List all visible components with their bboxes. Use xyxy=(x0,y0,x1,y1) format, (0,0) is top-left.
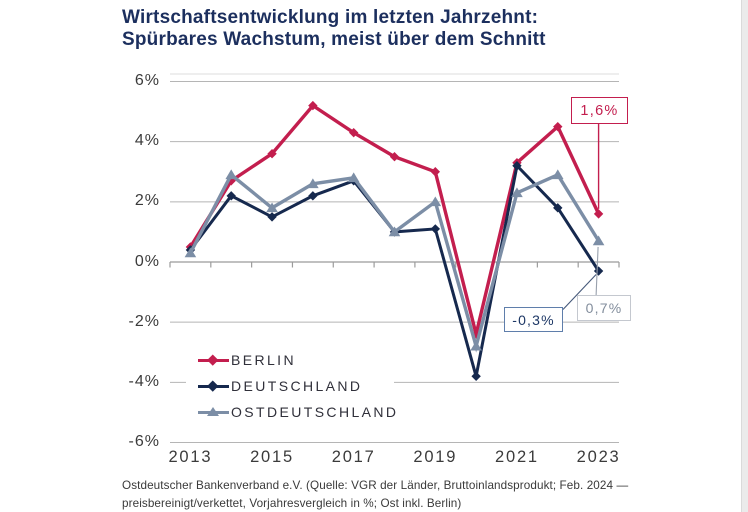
y-tick-label-4%: 4% xyxy=(134,132,160,150)
source-note-line1: Ostdeutscher Bankenverband e.V. (Quelle:… xyxy=(122,479,629,492)
y-tick-label--4%: -4% xyxy=(128,372,160,390)
ostdeutschland-line-marker-icon xyxy=(198,407,229,417)
chart-legend: BERLIN DEUTSCHLAND OSTDEUTSCHLAND xyxy=(186,344,396,428)
page-title-line2: Spürbares Wachstum, meist über dem Schni… xyxy=(122,28,546,50)
data-point-ostdeutschland-2019 xyxy=(429,196,442,207)
data-point-berlin-2023 xyxy=(593,209,604,219)
x-tick-label-2023: 2023 xyxy=(576,448,621,466)
y-tick-label-2%: 2% xyxy=(134,192,160,210)
data-point-berlin-2017 xyxy=(348,127,359,138)
data-point-berlin-2016 xyxy=(308,100,318,111)
data-point-berlin-2015 xyxy=(267,149,277,159)
x-tick-label-2013: 2013 xyxy=(168,448,213,466)
callout-ostdeutschland-value: 0,7% xyxy=(585,300,623,316)
callout-berlin-value: 1,6% xyxy=(580,102,619,119)
x-tick-label-2017: 2017 xyxy=(331,448,376,466)
page-title-line1: Wirtschaftsentwicklung im letzten Jahrze… xyxy=(122,7,539,28)
callout-berlin-2023: 1,6% xyxy=(571,97,628,124)
callout-ostdeutschland-2023: 0,7% xyxy=(577,295,631,321)
data-point-ostdeutschland-2015 xyxy=(266,202,278,213)
data-point-deutschland-2020 xyxy=(471,371,481,382)
x-tick-label-2019: 2019 xyxy=(413,448,458,466)
data-point-ostdeutschland-2013 xyxy=(184,247,197,258)
source-note-line2: preisbereinigt/verkettet, Vorjahresvergl… xyxy=(122,496,462,510)
legend-label-deutschland: DEUTSCHLAND xyxy=(231,378,363,394)
legend-item-ostdeutschland: OSTDEUTSCHLAND xyxy=(198,399,396,425)
callout-deutschland-value: -0,3% xyxy=(512,311,555,328)
data-point-ostdeutschland-2017 xyxy=(347,172,360,183)
y-tick-label-6%: 6% xyxy=(134,72,160,90)
data-point-deutschland-2023 xyxy=(593,266,604,276)
series-ostdeutschland xyxy=(184,169,605,353)
data-point-ostdeutschland-2023 xyxy=(592,235,605,246)
data-point-ostdeutschland-2018 xyxy=(388,226,401,237)
data-point-berlin-2019 xyxy=(430,167,441,177)
data-point-berlin-2018 xyxy=(389,152,400,162)
data-point-ostdeutschland-2022 xyxy=(551,169,564,180)
connector-deutschland xyxy=(562,274,597,310)
legend-label-ostdeutschland: OSTDEUTSCHLAND xyxy=(231,404,399,420)
x-tick-label-2021: 2021 xyxy=(495,448,539,466)
data-point-ostdeutschland-2020 xyxy=(470,340,482,351)
page-title: Wirtschaftsentwicklung im letzten Jahrze… xyxy=(122,7,546,50)
data-point-berlin-2022 xyxy=(553,121,563,132)
legend-label-berlin: BERLIN xyxy=(231,352,296,368)
deutschland-line-marker-icon xyxy=(198,380,229,392)
data-point-deutschland-2015 xyxy=(267,212,277,222)
connector-ostdeutschland xyxy=(595,246,599,296)
x-tick-label-2015: 2015 xyxy=(250,448,294,466)
callout-deutschland-2023: -0,3% xyxy=(504,307,563,332)
data-point-deutschland-2019 xyxy=(430,224,441,234)
legend-item-berlin: BERLIN xyxy=(198,347,394,373)
data-point-ostdeutschland-2021 xyxy=(511,187,523,198)
data-point-ostdeutschland-2014 xyxy=(225,169,238,180)
source-note: Ostdeutscher Bankenverband e.V. (Quelle:… xyxy=(122,477,628,512)
y-tick-label--6%: -6% xyxy=(128,432,160,450)
data-point-deutschland-2022 xyxy=(553,203,563,213)
series-berlin xyxy=(185,100,604,339)
y-tick-label-0%: 0% xyxy=(134,252,160,270)
window-edge xyxy=(741,0,748,512)
data-point-deutschland-2021 xyxy=(512,161,522,171)
data-point-deutschland-2014 xyxy=(226,191,236,201)
data-point-deutschland-2016 xyxy=(308,191,318,201)
y-tick-label--2%: -2% xyxy=(128,312,160,330)
legend-item-deutschland: DEUTSCHLAND xyxy=(198,373,394,399)
data-point-ostdeutschland-2016 xyxy=(307,178,319,189)
berlin-line-marker-icon xyxy=(198,354,229,366)
